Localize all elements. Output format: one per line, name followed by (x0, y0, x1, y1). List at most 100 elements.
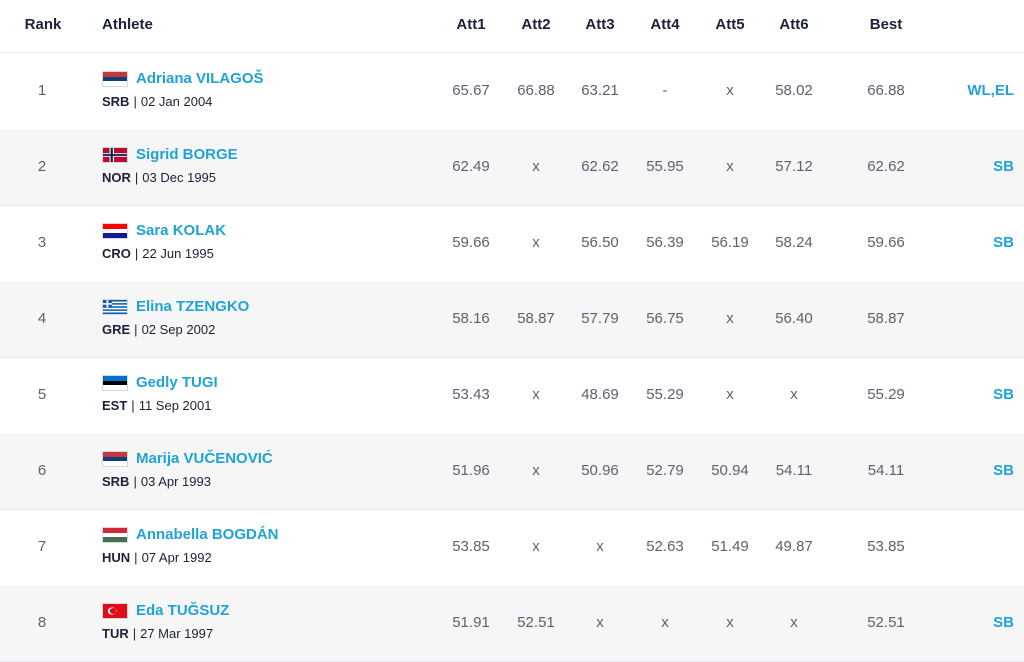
attempt-6: 58.24 (775, 234, 813, 251)
athlete-name-link[interactable]: Adriana VILAGOŠ (136, 70, 264, 87)
athlete-name-link[interactable]: Sara KOLAK (136, 222, 227, 239)
athlete-name-link[interactable]: Sigrid BORGE (136, 146, 238, 163)
attempt-3: 50.96 (581, 462, 619, 479)
athlete-info: SRB | 02 Jan 2004 (102, 93, 212, 111)
header-att6[interactable]: Att6 (779, 16, 809, 33)
attempt-2: 66.88 (517, 82, 555, 99)
athlete-info: HUN | 07 Apr 1992 (102, 549, 212, 567)
athlete-name-link[interactable]: Annabella BOGDÁN (136, 526, 279, 543)
separator: | (134, 550, 138, 565)
attempt-5: x (726, 158, 734, 175)
attempt-4: 55.95 (646, 158, 684, 175)
birth-date: 07 Apr 1992 (141, 550, 212, 565)
header-best[interactable]: Best (869, 16, 903, 33)
table-row: 6 Marija VUČENOVIĆ SRB | 03 Apr 1993 51.96… (0, 433, 1024, 510)
header-att4[interactable]: Att4 (650, 16, 680, 33)
nationality-code: CRO (102, 246, 131, 261)
attempt-3: x (596, 614, 604, 631)
header-att1[interactable]: Att1 (456, 16, 486, 33)
nationality-code: GRE (102, 322, 131, 337)
serbia-flag-icon (102, 71, 128, 87)
rank-cell: 2 (37, 158, 47, 175)
turkey-flag-icon (102, 603, 128, 619)
header-att5[interactable]: Att5 (715, 16, 745, 33)
nationality-code: NOR (102, 170, 131, 185)
athlete-name-link[interactable]: Eda TUĞSUZ (136, 602, 230, 619)
attempt-5: x (726, 386, 734, 403)
rank-cell: 1 (37, 82, 47, 99)
attempt-2: x (532, 386, 540, 403)
nationality-code: SRB (102, 474, 130, 489)
rank-cell: 7 (37, 538, 47, 555)
best-mark: 52.51 (867, 614, 905, 631)
table-row: 7 Annabella BOGDÁN HUN | 07 Apr 1992 53.85… (0, 509, 1024, 586)
athlete-info: CRO | 22 Jun 1995 (102, 245, 214, 263)
attempt-3: 48.69 (581, 386, 619, 403)
attempt-1: 51.96 (452, 462, 490, 479)
attempt-6: x (790, 386, 798, 403)
croatia-flag-icon (102, 223, 128, 239)
attempt-1: 59.66 (452, 234, 490, 251)
record-badge: SB (993, 614, 1014, 631)
attempt-1: 53.85 (452, 538, 490, 555)
best-mark: 66.88 (867, 82, 905, 99)
nationality-code: TUR (102, 626, 129, 641)
birth-date: 22 Jun 1995 (142, 246, 214, 261)
best-mark: 53.85 (867, 538, 905, 555)
table-header: Rank Athlete Att1 Att2 Att3 Att4 Att5 At… (0, 0, 1024, 53)
athlete-name-link[interactable]: Gedly TUGI (136, 374, 218, 391)
best-mark: 54.11 (867, 462, 905, 479)
rank-cell: 5 (37, 386, 47, 403)
serbia-flag-icon (102, 451, 128, 467)
athlete-name-link[interactable]: Marija VUČENOVIĆ (136, 450, 273, 467)
attempt-6: 49.87 (775, 538, 813, 555)
attempt-2: x (532, 234, 540, 251)
separator: | (134, 246, 139, 261)
attempt-4: 55.29 (646, 386, 684, 403)
attempt-6: x (790, 614, 798, 631)
athlete-info: EST | 11 Sep 2001 (102, 397, 211, 415)
separator: | (132, 626, 137, 641)
table-row: 3 Sara KOLAK CRO | 22 Jun 1995 59.66 x 56.… (0, 205, 1024, 282)
header-rank[interactable]: Rank (24, 16, 62, 33)
attempt-4: 52.63 (646, 538, 684, 555)
birth-date: 02 Jan 2004 (140, 94, 213, 109)
table-row: 1 Adriana VILAGOŠ SRB | 02 Jan 2004 65.67 … (0, 53, 1024, 130)
header-athlete[interactable]: Athlete (102, 16, 153, 33)
attempt-1: 58.16 (452, 310, 490, 327)
attempt-6: 57.12 (775, 158, 813, 175)
rank-cell: 4 (37, 310, 47, 327)
attempt-6: 56.40 (775, 310, 813, 327)
athlete-info: SRB | 03 Apr 1993 (102, 473, 211, 491)
record-badge: WL,EL (967, 82, 1014, 99)
birth-date: 03 Apr 1993 (140, 474, 211, 489)
attempt-2: x (532, 462, 540, 479)
attempt-3: x (596, 538, 604, 555)
birth-date: 11 Sep 2001 (138, 398, 212, 413)
attempt-5: x (726, 614, 734, 631)
attempt-6: 54.11 (775, 462, 813, 479)
birth-date: 27 Mar 1997 (140, 626, 214, 641)
attempt-5: 50.94 (711, 462, 749, 479)
greece-flag-icon (102, 299, 128, 315)
attempt-4: 56.39 (646, 234, 684, 251)
record-badge: SB (993, 234, 1014, 251)
attempt-4: x (661, 614, 669, 631)
attempt-3: 62.62 (581, 158, 619, 175)
table-row: 4 Elina TZENGKO GRE | 02 Sep 2002 58.16 58… (0, 281, 1024, 358)
header-att2[interactable]: Att2 (521, 16, 551, 33)
best-mark: 62.62 (867, 158, 905, 175)
header-att3[interactable]: Att3 (585, 16, 615, 33)
attempt-2: 52.51 (517, 614, 555, 631)
athlete-info: NOR | 03 Dec 1995 (102, 169, 216, 187)
separator: | (131, 398, 135, 413)
attempt-4: 52.79 (646, 462, 684, 479)
norway-flag-icon (102, 147, 128, 163)
attempt-3: 63.21 (581, 82, 619, 99)
rank-cell: 3 (37, 234, 47, 251)
birth-date: 03 Dec 1995 (142, 170, 217, 185)
athlete-name-link[interactable]: Elina TZENGKO (136, 298, 250, 315)
attempt-5: 51.49 (711, 538, 749, 555)
attempt-2: x (532, 158, 540, 175)
rank-cell: 6 (37, 462, 47, 479)
